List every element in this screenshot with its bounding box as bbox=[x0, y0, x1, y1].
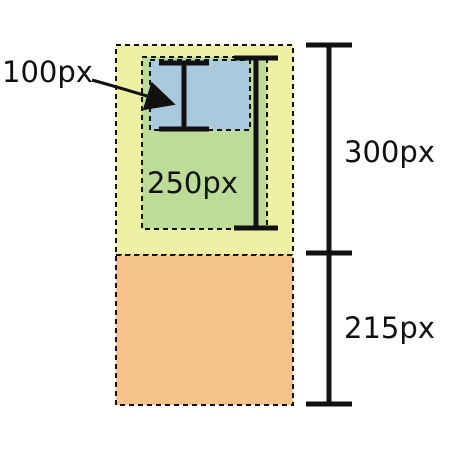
bottom-orange-box bbox=[115, 254, 294, 406]
pointer-arrow bbox=[91, 78, 176, 111]
bottom-section-height-label: 215px bbox=[344, 311, 435, 345]
top-blue-box bbox=[149, 59, 251, 131]
top-section-height-label: 300px bbox=[344, 135, 435, 169]
small-height-label: 100px bbox=[2, 55, 93, 89]
middle-height-label: 250px bbox=[147, 166, 238, 200]
small-height-bracket bbox=[159, 60, 209, 132]
bottom-section-bracket bbox=[306, 253, 352, 407]
middle-height-bracket bbox=[234, 55, 278, 231]
